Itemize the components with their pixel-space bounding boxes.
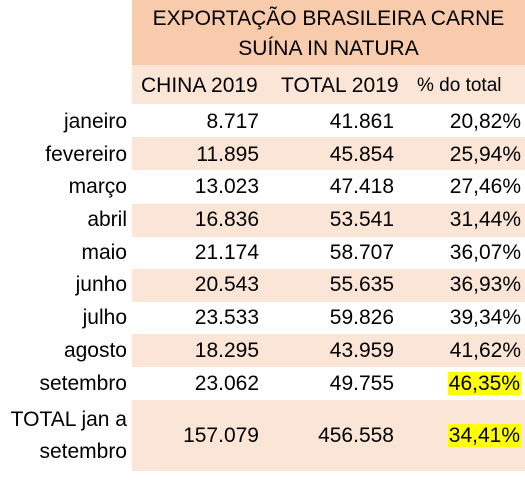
month-label: abril	[87, 208, 127, 231]
column-header-china: CHINA 2019	[141, 74, 258, 97]
china-value: 11.895	[196, 143, 259, 166]
total-value: 47.418	[329, 175, 394, 198]
china-value: 13.023	[194, 175, 259, 198]
total-value: 45.854	[329, 143, 394, 166]
total-value: 55.635	[329, 273, 394, 296]
percent-value: 31,44%	[449, 208, 521, 231]
percent-value: 36,07%	[449, 241, 521, 264]
china-value: 8.717	[206, 110, 259, 133]
total-percent-value-highlighted: 34,41%	[447, 421, 521, 451]
total-value: 43.959	[329, 339, 394, 362]
total-value: 49.755	[329, 372, 394, 395]
total-china-value: 157.079	[183, 424, 259, 447]
total-value: 58.707	[329, 241, 394, 264]
highlight: 34,41%	[447, 424, 521, 447]
total-value: 41.861	[329, 110, 394, 133]
month-label: janeiro	[63, 110, 127, 133]
total-total-value: 456.558	[318, 424, 394, 447]
month-label: agosto	[63, 339, 127, 362]
row-band	[132, 204, 525, 237]
total-value: 53.541	[329, 208, 394, 231]
month-label: setembro	[39, 372, 127, 395]
percent-value: 20,82%	[449, 110, 521, 133]
total-value: 59.826	[329, 306, 394, 329]
month-label: julho	[82, 306, 127, 329]
highlight: 46,35%	[447, 372, 521, 395]
percent-value: 27,46%	[449, 175, 521, 198]
china-value: 20.543	[194, 273, 259, 296]
china-value: 23.533	[194, 306, 259, 329]
total-label-line2: setembro	[39, 440, 127, 463]
month-label: junho	[75, 273, 127, 296]
percent-value: 25,94%	[449, 143, 521, 166]
header-background	[132, 65, 525, 104]
table-title-line2: SUÍNA IN NATURA	[238, 37, 419, 60]
table-title-line1: EXPORTAÇÃO BRASILEIRA CARNE	[152, 7, 505, 30]
china-value: 18.295	[194, 339, 259, 362]
row-band	[132, 137, 525, 170]
china-value: 16.836	[194, 208, 259, 231]
percent-value: 41,62%	[449, 339, 521, 362]
total-label-line1: TOTAL jan a	[10, 408, 127, 431]
month-label: maio	[81, 241, 127, 264]
percent-value: 36,93%	[449, 273, 521, 296]
percent-value-highlighted: 46,35%	[447, 369, 521, 399]
row-band	[132, 269, 525, 302]
row-band	[132, 334, 525, 367]
title-background	[132, 0, 525, 65]
percent-value: 39,34%	[449, 306, 521, 329]
china-value: 21.174	[194, 241, 259, 264]
column-header-total: TOTAL 2019	[281, 74, 399, 97]
month-label: fevereiro	[45, 143, 127, 166]
china-value: 23.062	[194, 372, 259, 395]
month-label: março	[68, 175, 127, 198]
column-header-percent: % do total	[417, 75, 502, 96]
